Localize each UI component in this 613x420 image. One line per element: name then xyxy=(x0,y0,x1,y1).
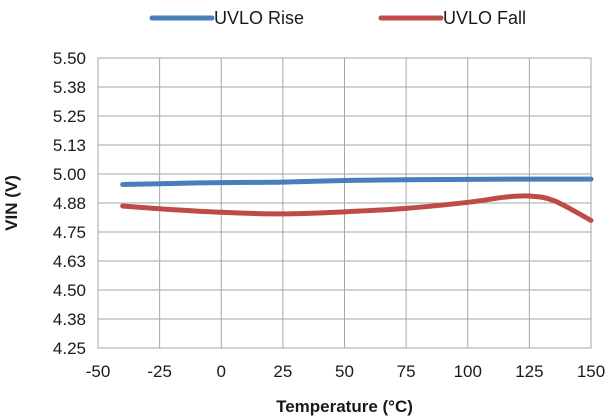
y-tick-label: 5.13 xyxy=(53,136,86,155)
y-tick-label: 5.25 xyxy=(53,107,86,126)
x-tick-label: 25 xyxy=(273,362,292,381)
x-tick-label: 150 xyxy=(577,362,605,381)
x-tick-label: -25 xyxy=(147,362,172,381)
x-tick-label: 50 xyxy=(335,362,354,381)
x-tick-label: 125 xyxy=(515,362,543,381)
legend-label-uvlo-fall: UVLO Fall xyxy=(443,8,526,28)
y-tick-label: 4.75 xyxy=(53,223,86,242)
y-tick-label: 4.38 xyxy=(53,310,86,329)
y-axis-title: VIN (V) xyxy=(2,175,21,231)
x-tick-label: 100 xyxy=(454,362,482,381)
y-tick-label: 4.88 xyxy=(53,194,86,213)
x-axis-title: Temperature (°C) xyxy=(276,397,413,416)
y-tick-label: 5.00 xyxy=(53,165,86,184)
legend-label-uvlo-rise: UVLO Rise xyxy=(214,8,304,28)
y-tick-label: 5.50 xyxy=(53,49,86,68)
series-line-uvlo-fall xyxy=(120,193,594,223)
series-line-uvlo-rise xyxy=(120,176,594,187)
x-tick-label: -50 xyxy=(86,362,111,381)
y-tick-label: 5.38 xyxy=(53,78,86,97)
y-tick-label: 4.50 xyxy=(53,281,86,300)
x-tick-label: 75 xyxy=(397,362,416,381)
x-tick-label: 0 xyxy=(217,362,226,381)
y-tick-label: 4.63 xyxy=(53,252,86,271)
y-tick-label: 4.25 xyxy=(53,339,86,358)
plot-border xyxy=(97,57,592,349)
